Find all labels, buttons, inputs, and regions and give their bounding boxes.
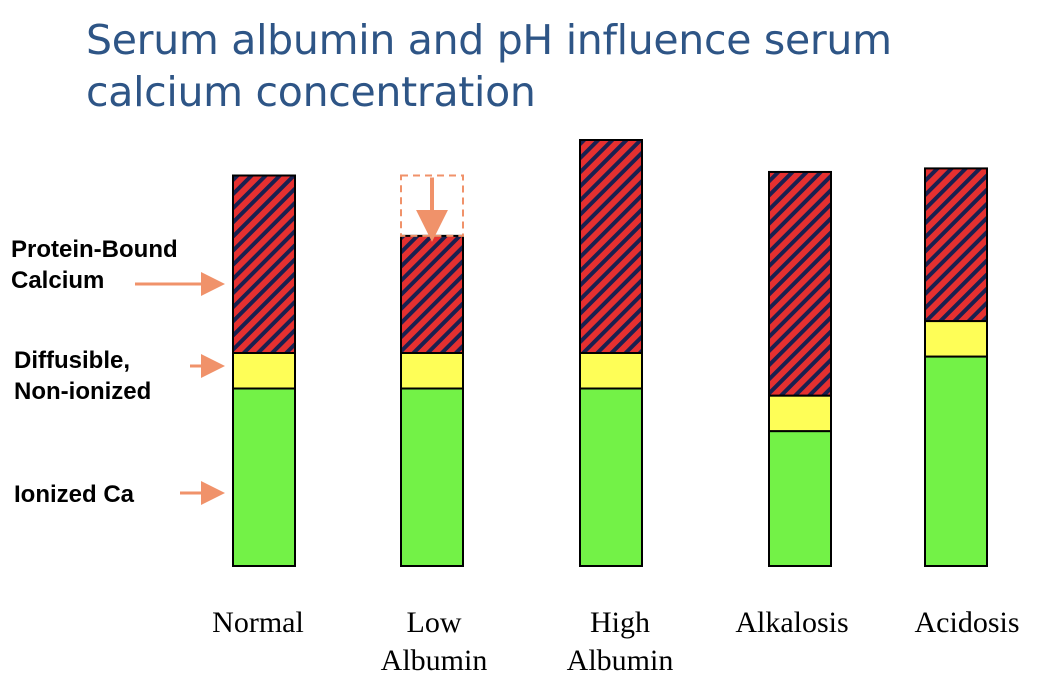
category-label-acidosis-line-1: Acidosis	[914, 606, 1020, 639]
bar-segment-protein-bound-alkalosis	[768, 170, 832, 397]
annotations-group	[400, 174, 464, 242]
legend-diffusible-line-1: Diffusible,	[14, 347, 131, 374]
legend-protein-bound-label: Protein-Bound Calcium	[11, 234, 178, 296]
legend-ionized-label: Ionized Ca	[14, 479, 134, 510]
bar-alkalosis	[768, 170, 832, 567]
category-label-normal-line-1: Normal	[212, 606, 304, 639]
category-label-acidosis: Acidosis	[877, 604, 1057, 642]
legend-protein-bound-line-1: Protein-Bound	[11, 236, 178, 263]
legend-protein-bound-line-2: Calcium	[11, 267, 105, 294]
category-label-low-albumin: Low Albumin	[344, 604, 524, 680]
category-label-normal: Normal	[168, 604, 348, 642]
legend-arrows	[135, 272, 225, 505]
bar-segment-ionized-alkalosis	[768, 430, 832, 567]
category-label-alkalosis-line-1: Alkalosis	[735, 606, 849, 639]
category-label-high-albumin-line-2: Albumin	[566, 644, 674, 677]
category-label-low-albumin-line-2: Albumin	[380, 644, 488, 677]
bar-acidosis	[924, 167, 988, 567]
category-label-high-albumin: High Albumin	[530, 604, 710, 680]
title-line-1: Serum albumin and pH influence serum	[86, 16, 892, 64]
legend-diffusible-line-2: Non-ionized	[14, 378, 152, 405]
bar-segment-diffusible-low-albumin	[400, 352, 464, 390]
bars-group	[232, 139, 988, 567]
bar-segment-protein-bound-low-albumin	[400, 234, 464, 355]
bar-high-albumin	[579, 139, 643, 567]
legend-diffusible-label: Diffusible, Non-ionized	[14, 345, 151, 407]
bar-segment-protein-bound-acidosis	[924, 167, 988, 323]
bar-segment-ionized-low-albumin	[400, 387, 464, 567]
bar-segment-diffusible-acidosis	[924, 320, 988, 358]
bar-segment-protein-bound-high-albumin	[579, 139, 643, 354]
bar-segment-ionized-normal	[232, 387, 296, 567]
category-label-alkalosis: Alkalosis	[702, 604, 882, 642]
bar-normal	[232, 174, 296, 567]
title-line-2: calcium concentration	[86, 68, 536, 116]
bar-segment-diffusible-normal	[232, 352, 296, 390]
legend-ionized-line-1: Ionized Ca	[14, 481, 135, 508]
bar-segment-ionized-high-albumin	[579, 387, 643, 567]
bar-segment-protein-bound-normal	[232, 174, 296, 354]
bar-segment-diffusible-alkalosis	[768, 394, 832, 433]
category-label-high-albumin-line-1: High	[590, 606, 650, 639]
bar-segment-ionized-acidosis	[924, 355, 988, 567]
bar-segment-diffusible-high-albumin	[579, 352, 643, 390]
previous-level-dashed-box	[400, 174, 464, 237]
bar-low-albumin	[400, 234, 464, 567]
category-label-low-albumin-line-1: Low	[406, 606, 462, 639]
page-title: Serum albumin and pH influence serum cal…	[86, 14, 1046, 118]
